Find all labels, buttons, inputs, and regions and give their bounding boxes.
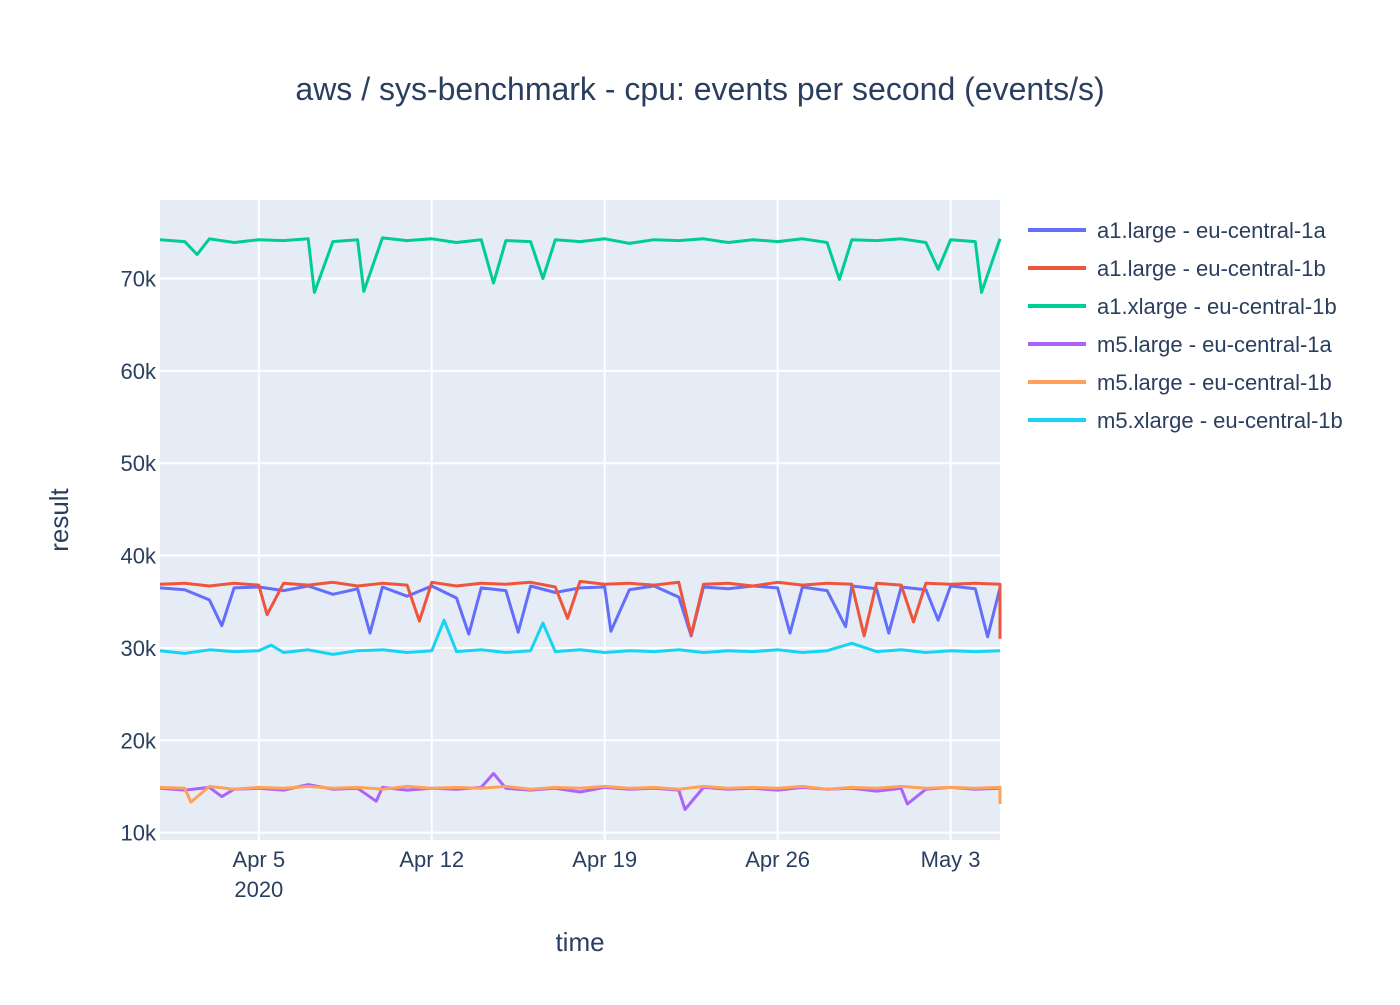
- plot-background: [160, 200, 1000, 840]
- y-tick-label: 10k: [121, 821, 157, 846]
- x-tick-label: Apr 12: [399, 847, 464, 872]
- series-line-1: [159, 584, 1002, 639]
- legend-label: a1.large - eu-central-1b: [1097, 256, 1326, 281]
- y-tick-label: 70k: [121, 266, 157, 291]
- legend-label: m5.xlarge - eu-central-1b: [1097, 408, 1343, 433]
- series-line-6: [159, 618, 1001, 656]
- chart-title: aws / sys-benchmark - cpu: events per se…: [295, 71, 1104, 107]
- x-tick-label: Apr 26: [745, 847, 810, 872]
- series-layer: [159, 236, 1002, 811]
- y-axis-title: result: [44, 487, 74, 551]
- y-tick-label: 60k: [121, 359, 157, 384]
- legend-label: m5.large - eu-central-1b: [1097, 370, 1332, 395]
- y-tick-label: 20k: [121, 728, 157, 753]
- y-tick-label: 30k: [121, 636, 157, 661]
- series-line-5: [159, 784, 1002, 804]
- legend-label: a1.xlarge - eu-central-1b: [1097, 294, 1337, 319]
- legend: a1.large - eu-central-1a a1.large - eu-ce…: [1028, 218, 1343, 433]
- x-tick-sublabel: 2020: [234, 877, 283, 902]
- grid-layer: [160, 200, 1000, 840]
- series-line-3: [159, 236, 1002, 294]
- axis-layer: 10k 20k 30k 40k 50k 60k 70k Apr 5 2020 Apr 12 Apr …: [121, 266, 981, 902]
- series-line-2: [159, 579, 1002, 639]
- x-tick-label: Apr 19: [572, 847, 637, 872]
- y-tick-label: 50k: [121, 451, 157, 476]
- legend-label: m5.large - eu-central-1a: [1097, 332, 1333, 357]
- x-tick-label: Apr 5: [233, 847, 286, 872]
- legend-label: a1.large - eu-central-1a: [1097, 218, 1326, 243]
- y-tick-label: 40k: [121, 544, 157, 569]
- x-axis-title: time: [555, 927, 604, 957]
- x-tick-label: May 3: [921, 847, 981, 872]
